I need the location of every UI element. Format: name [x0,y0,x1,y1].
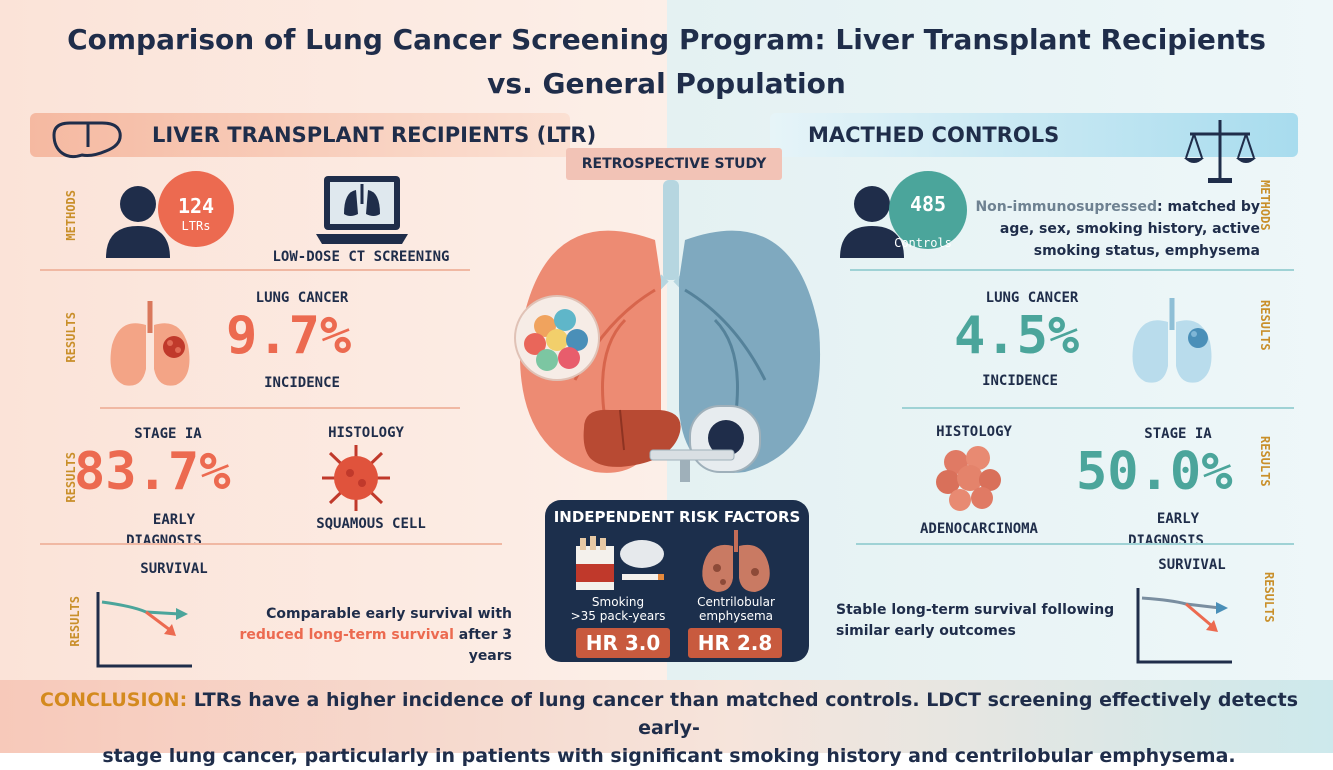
controls-description: Non-immunosupressed: matched by age, sex… [960,196,1260,262]
title-line-2: vs. General Population [487,67,846,100]
right-results-label: RESULTS [1258,300,1272,351]
ltr-stage-caption-2: DIAGNOSIS [126,533,202,549]
right-results-label: RESULTS [1262,572,1276,623]
ltr-screening-label: LOW-DOSE CT SCREENING [272,249,450,265]
controls-stage-caption-1: EARLY [1156,511,1200,527]
right-methods-label: METHODS [1258,180,1272,231]
conclusion-line-1: LTRs have a higher incidence of lung can… [187,689,1299,739]
ltr-survival-text: Comparable early survival with reduced l… [210,604,512,667]
controls-survival-line-1: Stable long-term survival following [836,602,1115,618]
adenocarcinoma-cell-cluster-icon [936,446,1001,511]
emphysema-label-line-2: emphysema [698,609,774,623]
controls-survival-title: SURVIVAL [1158,557,1226,573]
divider [902,407,1294,409]
ltr-count-circle [158,171,234,247]
controls-incidence-value: 4.5% [954,306,1080,366]
controls-text-2: age, sex, smoking history, active [999,221,1260,237]
left-results-label: RESULTS [68,596,82,647]
controls-stage-caption-2: DIAGNOSIS [1128,533,1204,549]
controls-incidence-caption: INCIDENCE [982,373,1058,389]
page-title: Comparison of Lung Cancer Screening Prog… [0,18,1333,106]
ltr-stage-value: 83.7% [74,442,231,502]
person-icon [106,186,170,258]
controls-stage-title: STAGE IA [1144,426,1212,442]
ltr-stage-caption-1: EARLY [152,512,196,528]
lungs-with-tumor-icon [110,301,190,386]
controls-count-unit: Controls [894,236,952,250]
scales-of-justice-icon [1184,120,1256,183]
controls-survival-curve-icon [1136,588,1232,664]
emphysema-hazard-ratio: HR 2.8 [688,628,782,658]
liver-and-ct-scanner-icon [583,405,761,482]
divider [100,407,460,409]
ltr-survival-title: SURVIVAL [140,561,208,577]
title-line-1: Comparison of Lung Cancer Screening Prog… [67,23,1266,56]
controls-header-title: MACTHED CONTROLS [808,123,1060,147]
ltr-count-value: 124 [177,194,215,218]
emphysema-lungs-icon [702,530,770,592]
divider [40,269,470,271]
ltr-incidence-title: LUNG CANCER [255,290,349,306]
divider [40,543,502,545]
smoking-label: Smoking >35 pack-years [558,595,678,623]
controls-histology-title: HISTOLOGY [936,424,1012,440]
retrospective-study-label: RETROSPECTIVE STUDY [566,148,782,180]
risk-factors-title: INDEPENDENT RISK FACTORS [553,508,801,526]
ltr-survival-curve-icon [96,592,192,668]
controls-survival-line-2: similar early outcomes [836,623,1016,639]
emphysema-label: Centrilobular emphysema [676,595,796,623]
tumor-cluster-icon [524,309,588,371]
emphysema-label-line-1: Centrilobular [697,595,775,609]
controls-stage-value: 50.0% [1076,442,1233,502]
ltr-stage-title: STAGE IA [134,426,202,442]
conclusion-line-2: stage lung cancer, particularly in patie… [102,745,1236,767]
divider [850,269,1294,271]
ltr-incidence-value: 9.7% [226,306,352,366]
ltr-survival-highlight: reduced long-term survival [239,627,454,643]
liver-outline-icon [52,121,122,159]
controls-count-value: 485 [909,192,947,216]
ltr-histology-value: SQUAMOUS CELL [316,516,426,532]
conclusion-text: CONCLUSION: LTRs have a higher incidence… [24,686,1314,770]
left-results-label: RESULTS [64,312,78,363]
controls-incidence-title: LUNG CANCER [985,290,1079,306]
person-icon [840,186,904,258]
laptop-ct-icon [316,176,408,244]
controls-survival-text: Stable long-term survival following simi… [836,600,1126,642]
ltr-count-unit: LTRs [181,219,211,233]
ltr-incidence-caption: INCIDENCE [264,375,340,391]
smoking-hazard-ratio: HR 3.0 [576,628,670,658]
conclusion-label: CONCLUSION: [39,689,188,711]
controls-text-1: : matched by [1156,199,1260,215]
right-results-label: RESULTS [1258,436,1272,487]
ltr-histology-title: HISTOLOGY [328,425,404,441]
divider [856,543,1294,545]
lungs-with-nodule-icon [1132,298,1212,383]
ltr-survival-line-2: after 3 years [453,627,512,664]
controls-text-3: smoking status, emphysema [1033,243,1260,259]
conclusion-banner [0,680,1333,753]
squamous-cell-icon [322,445,390,511]
controls-count-circle [889,171,967,249]
left-methods-label: METHODS [64,190,78,241]
cigarette-pack-icon [576,536,664,590]
smoking-label-line-1: Smoking [591,595,645,609]
controls-histology-value: ADENOCARCINOMA [919,521,1038,537]
ltr-survival-line-1: Comparable early survival with [266,606,512,622]
controls-bold-prefix: Non-immunosupressed [975,199,1157,215]
smoking-label-line-2: >35 pack-years [570,609,666,623]
ltr-header-title: LIVER TRANSPLANT RECIPIENTS (LTR) [152,123,597,147]
